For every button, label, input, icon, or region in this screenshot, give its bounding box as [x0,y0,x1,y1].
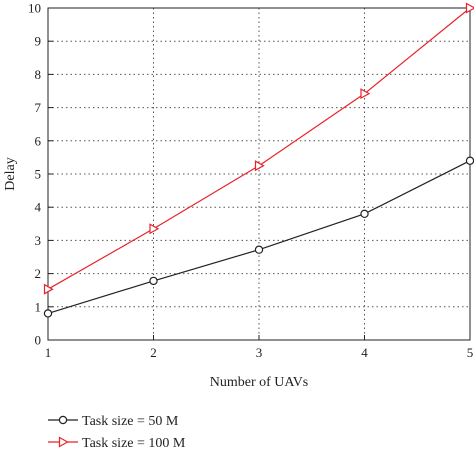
y-axis-label: Delay [3,157,18,190]
legend-entry: Task size = 100 M [48,436,186,451]
legend-marker [58,415,68,425]
y-tick-label: 9 [35,34,42,49]
data-point [254,160,265,172]
y-tick-label: 4 [35,200,42,215]
y-tick-label: 2 [35,266,42,281]
y-tick-label: 6 [35,133,42,148]
x-tick-label: 4 [361,345,368,360]
x-tick-label: 3 [256,345,263,360]
legend-marker [58,436,69,448]
legend: Task size = 50 M Task size = 100 M [48,414,186,451]
y-tick-label: 3 [35,233,42,248]
data-point [465,156,474,165]
x-tick-label: 5 [467,345,474,360]
data-point [465,2,474,14]
data-point [149,276,158,286]
data-point [149,223,160,235]
series-1 [43,156,474,318]
legend-label: Task size = 50 M [82,414,179,429]
data-point [360,88,371,100]
data-point [360,209,369,219]
data-point [43,309,53,318]
y-tick-label: 1 [35,299,42,314]
grid-lines [48,8,470,340]
legend-entry: Task size = 50 M [48,414,179,429]
legend-label: Task size = 100 M [82,436,186,451]
series-group [43,2,474,318]
x-axis-label: Number of UAVs [210,375,309,390]
y-tick-label: 10 [28,1,41,16]
data-point [254,245,264,254]
y-tick-label: 0 [35,333,42,348]
y-tick-label: 5 [35,167,42,182]
y-tick-label: 8 [35,67,42,82]
x-tick-label: 2 [150,345,157,360]
x-tick-label: 1 [45,345,52,360]
series-2 [43,2,474,295]
y-tick-label: 7 [35,100,42,115]
data-point [43,283,54,295]
